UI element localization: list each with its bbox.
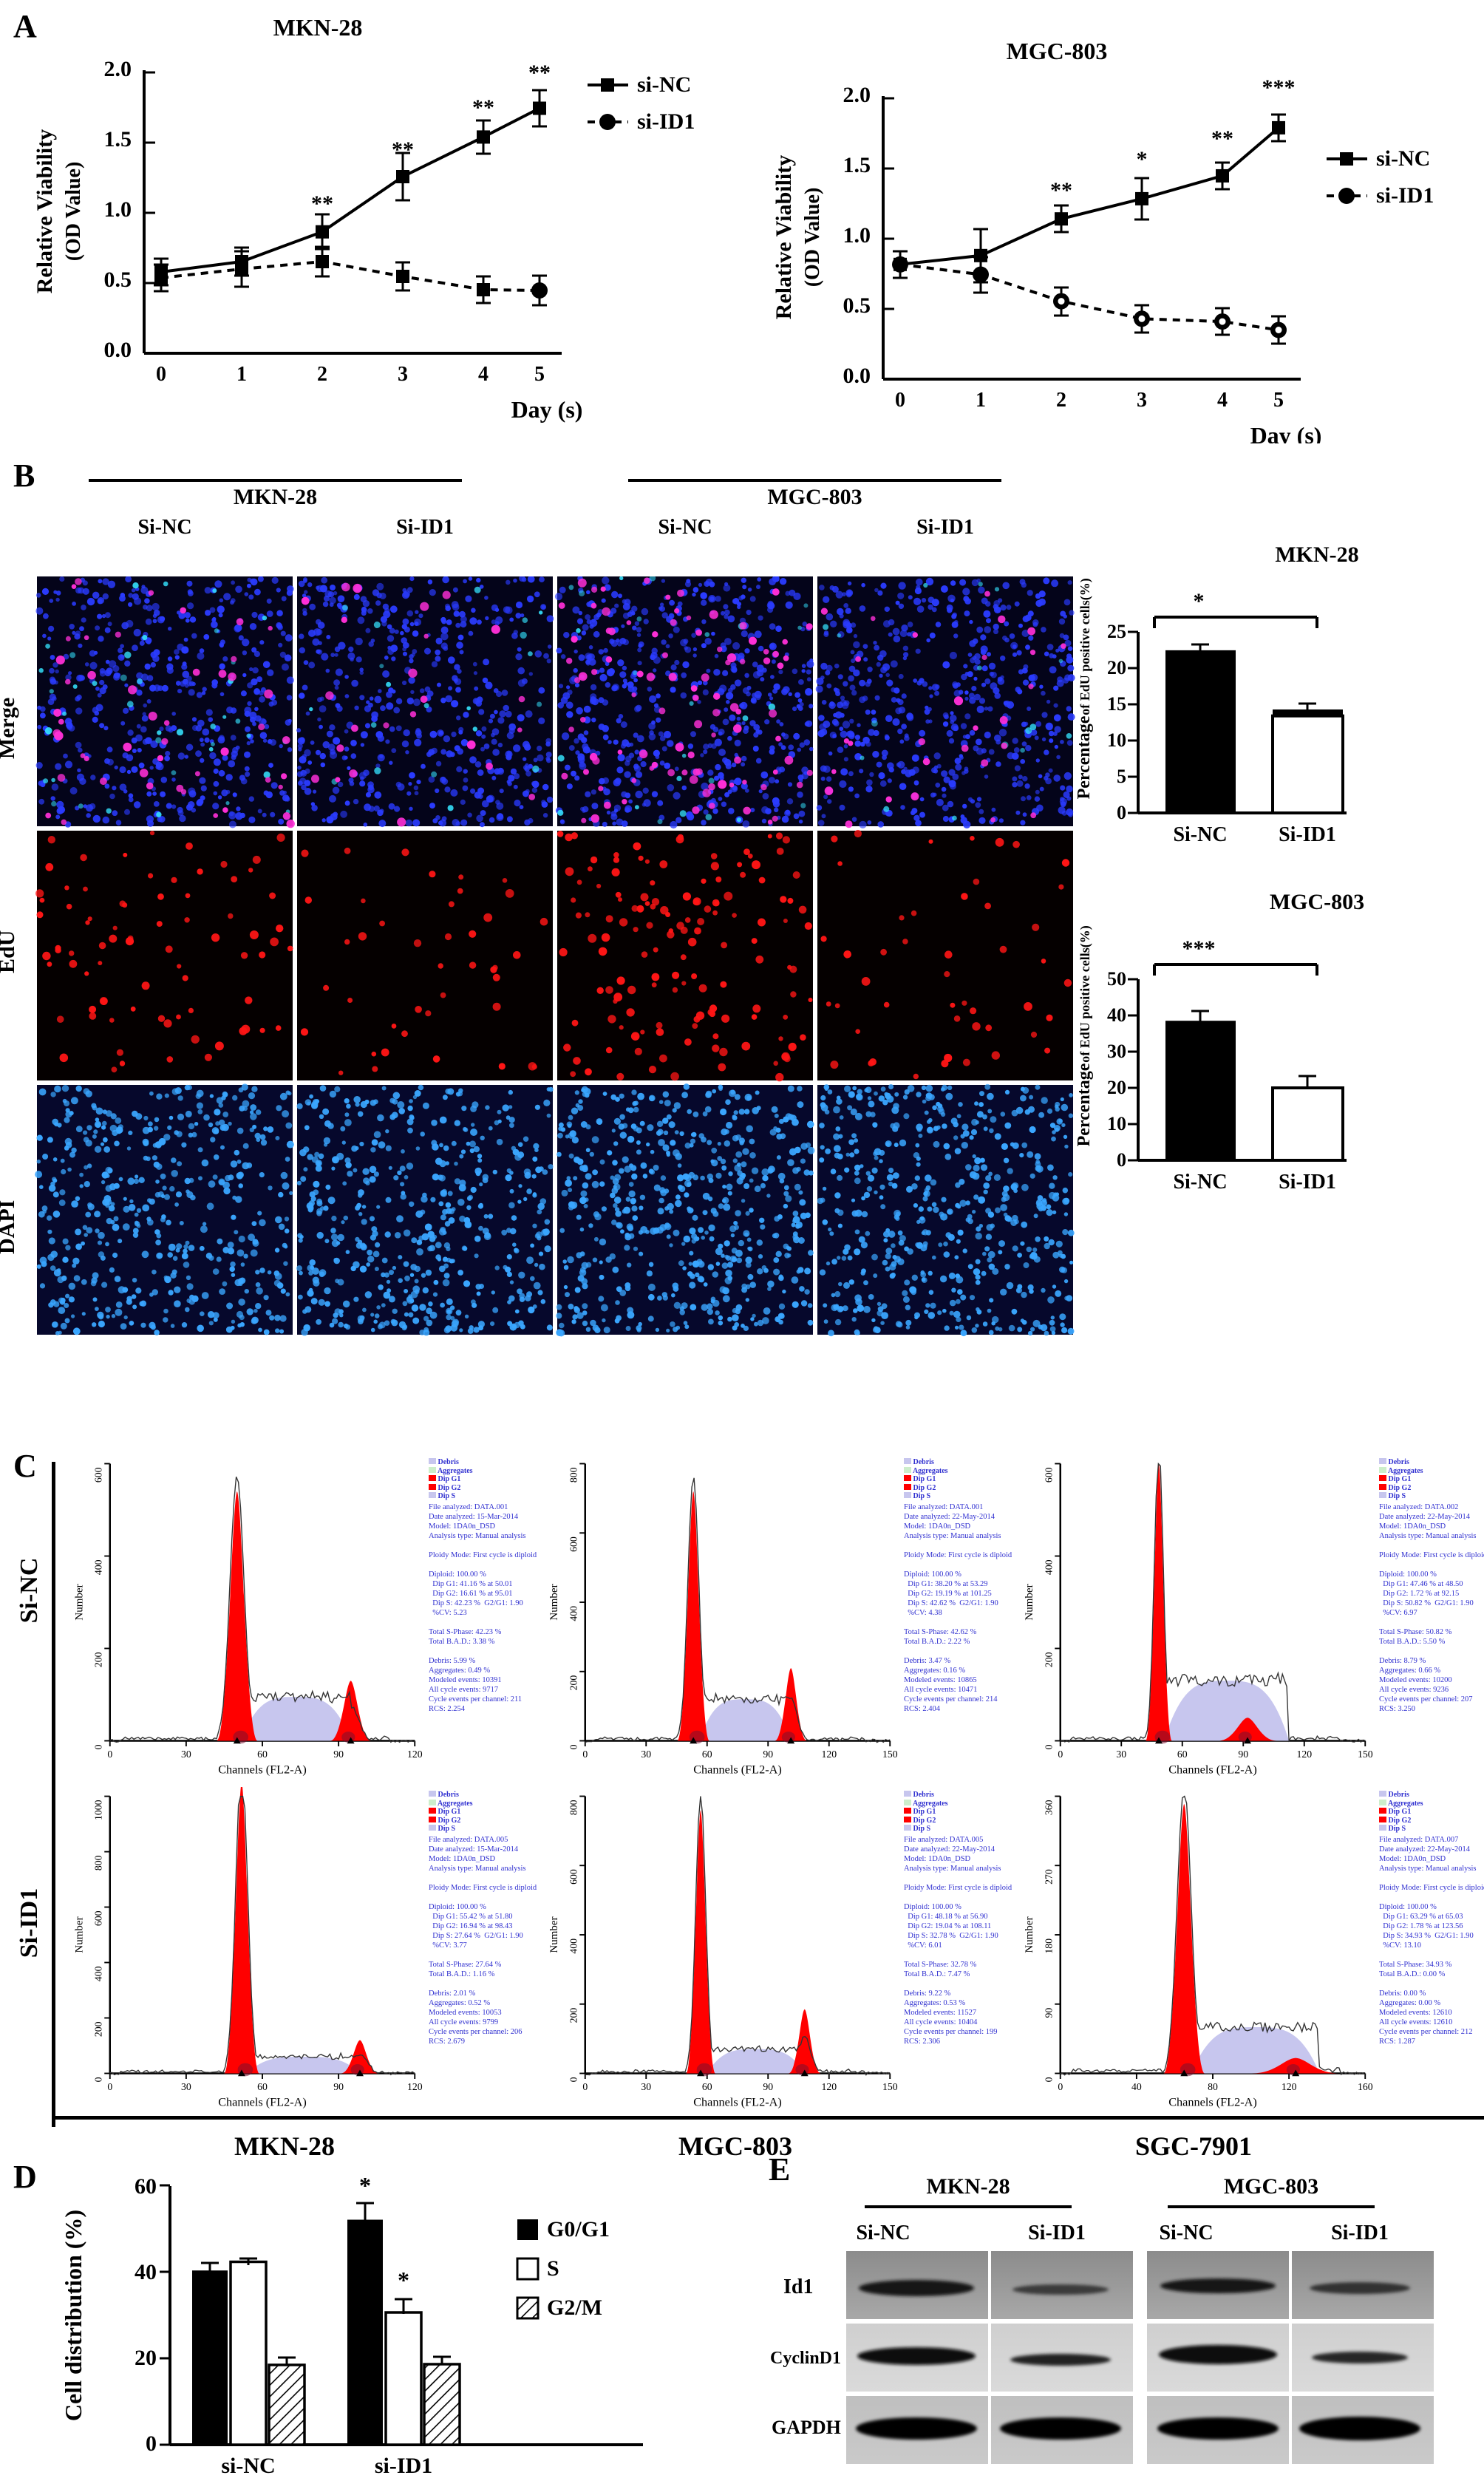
svg-text:15: 15 bbox=[1107, 693, 1126, 715]
svg-text:(OD Value): (OD Value) bbox=[62, 162, 85, 262]
svg-text:2: 2 bbox=[1056, 389, 1066, 412]
svg-text:10: 10 bbox=[1107, 729, 1126, 751]
svg-text:**: ** bbox=[1211, 126, 1233, 151]
svg-text:si-ID1: si-ID1 bbox=[637, 109, 695, 134]
svg-text:0.0: 0.0 bbox=[843, 364, 871, 388]
svg-text:**: ** bbox=[392, 137, 414, 162]
svg-text:1: 1 bbox=[976, 389, 986, 412]
svg-text:**: ** bbox=[311, 191, 333, 216]
svg-text:***: *** bbox=[1262, 75, 1296, 100]
svg-text:**: ** bbox=[528, 61, 551, 85]
svg-text:si-NC: si-NC bbox=[637, 72, 691, 97]
svg-text:30: 30 bbox=[1107, 1041, 1126, 1062]
svg-text:si-ID1: si-ID1 bbox=[1376, 183, 1434, 208]
svg-text:3: 3 bbox=[398, 363, 408, 386]
svg-text:1.5: 1.5 bbox=[104, 127, 132, 152]
svg-text:4: 4 bbox=[478, 363, 489, 386]
svg-text:si-NC: si-NC bbox=[1376, 146, 1430, 171]
svg-text:0.5: 0.5 bbox=[843, 293, 871, 318]
svg-text:0: 0 bbox=[895, 389, 905, 412]
svg-text:(OD Value): (OD Value) bbox=[801, 188, 824, 287]
svg-text:25: 25 bbox=[1107, 621, 1126, 642]
svg-text:20: 20 bbox=[1107, 1077, 1126, 1098]
svg-text:**: ** bbox=[472, 95, 494, 120]
svg-text:**: ** bbox=[1050, 178, 1072, 202]
svg-text:50: 50 bbox=[1107, 968, 1126, 990]
svg-text:0.0: 0.0 bbox=[104, 338, 132, 362]
svg-text:0: 0 bbox=[1117, 802, 1126, 823]
svg-text:5: 5 bbox=[1117, 766, 1126, 787]
svg-text:Si-NC: Si-NC bbox=[1173, 823, 1227, 846]
svg-text:MKN-28: MKN-28 bbox=[1275, 542, 1358, 567]
svg-text:0.5: 0.5 bbox=[104, 268, 132, 292]
svg-text:MGC-803: MGC-803 bbox=[1270, 890, 1364, 914]
svg-text:40: 40 bbox=[1107, 1004, 1126, 1026]
svg-text:2.0: 2.0 bbox=[104, 57, 132, 81]
svg-text:Relative Viability: Relative Viability bbox=[772, 155, 796, 319]
svg-text:5: 5 bbox=[534, 363, 545, 386]
svg-text:*: * bbox=[1137, 147, 1148, 171]
svg-text:of EdU positive cells(%): of EdU positive cells(%) bbox=[1078, 578, 1093, 715]
svg-text:1.5: 1.5 bbox=[843, 153, 871, 177]
svg-text:Si-ID1: Si-ID1 bbox=[1279, 823, 1336, 846]
svg-text:Relative Viability: Relative Viability bbox=[33, 129, 57, 293]
svg-text:MKN-28: MKN-28 bbox=[273, 14, 363, 41]
svg-text:1.0: 1.0 bbox=[843, 223, 871, 248]
svg-text:Day (s): Day (s) bbox=[511, 396, 583, 423]
svg-text:0: 0 bbox=[1117, 1149, 1126, 1171]
svg-text:3: 3 bbox=[1137, 389, 1147, 412]
svg-text:Percentage: Percentage bbox=[1075, 715, 1094, 799]
svg-text:MGC-803: MGC-803 bbox=[1007, 38, 1108, 64]
svg-text:2.0: 2.0 bbox=[843, 83, 871, 107]
svg-text:4: 4 bbox=[1217, 389, 1228, 412]
svg-text:0: 0 bbox=[156, 363, 166, 386]
svg-text:10: 10 bbox=[1107, 1113, 1126, 1134]
svg-text:2: 2 bbox=[317, 363, 327, 386]
svg-text:***: *** bbox=[1182, 936, 1216, 961]
svg-text:5: 5 bbox=[1273, 389, 1284, 412]
svg-text:Day (s): Day (s) bbox=[1250, 422, 1322, 443]
svg-text:1.0: 1.0 bbox=[104, 197, 132, 222]
svg-text:*: * bbox=[1194, 589, 1205, 613]
svg-text:1: 1 bbox=[236, 363, 247, 386]
svg-text:20: 20 bbox=[1107, 657, 1126, 678]
